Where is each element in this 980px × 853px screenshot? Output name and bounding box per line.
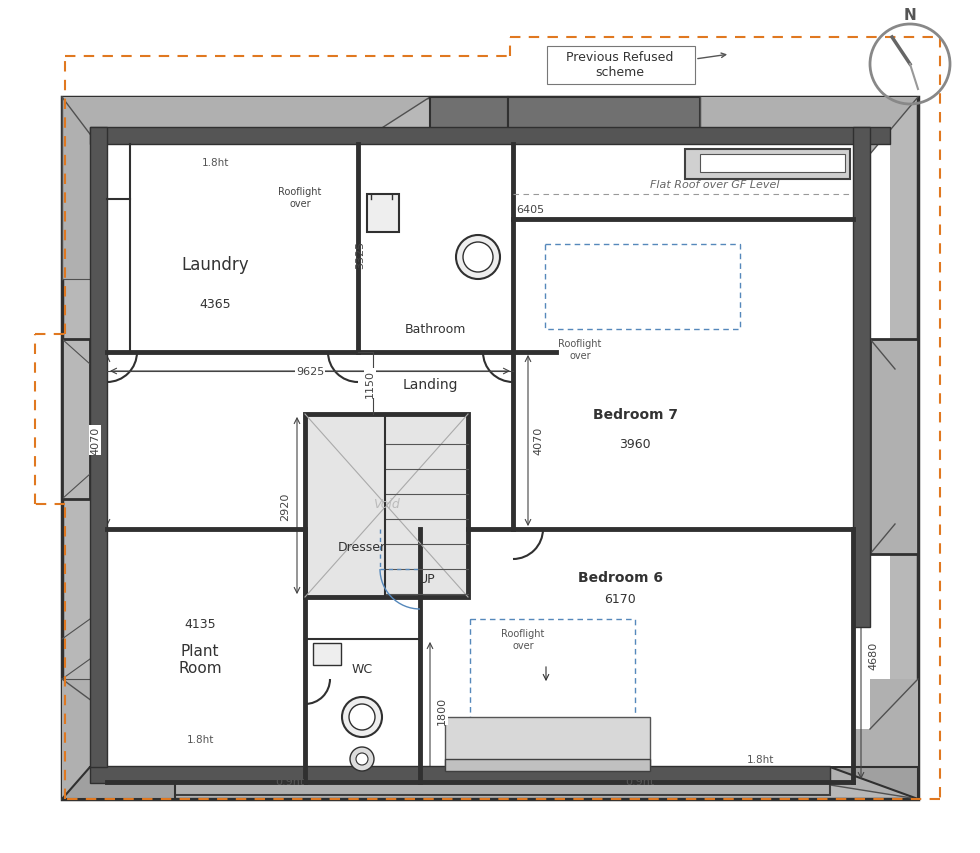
Bar: [367, 194, 399, 233]
Circle shape: [456, 235, 500, 280]
Text: WC: WC: [352, 663, 372, 676]
Bar: [90, 128, 890, 145]
Text: 1.8ht: 1.8ht: [201, 158, 228, 168]
Text: Plant
Room: Plant Room: [178, 643, 221, 676]
Text: Void: Void: [372, 498, 400, 511]
Polygon shape: [62, 98, 430, 280]
Bar: [445, 759, 650, 771]
Bar: [853, 128, 870, 627]
Text: 1.8ht: 1.8ht: [186, 734, 214, 744]
Polygon shape: [430, 98, 508, 185]
Polygon shape: [508, 98, 700, 154]
Text: Bedroom 6: Bedroom 6: [577, 571, 662, 584]
Text: Rooflight
over: Rooflight over: [502, 629, 545, 650]
Bar: [470, 619, 635, 729]
Bar: [700, 154, 845, 173]
Text: 4365: 4365: [199, 299, 231, 311]
Bar: [305, 415, 468, 597]
Text: 4135: 4135: [184, 618, 216, 630]
Circle shape: [349, 705, 375, 730]
Bar: [313, 643, 341, 665]
Text: Bathroom: Bathroom: [405, 323, 465, 336]
Bar: [90, 766, 830, 783]
Bar: [90, 128, 890, 769]
Text: 0.9ht: 0.9ht: [275, 776, 305, 786]
Polygon shape: [62, 339, 90, 499]
Bar: [685, 150, 850, 180]
Bar: [547, 47, 695, 85]
Bar: [90, 767, 830, 795]
Text: Previous Refused
scheme: Previous Refused scheme: [566, 51, 673, 79]
Text: UP: UP: [418, 573, 435, 586]
Text: 9625: 9625: [296, 367, 324, 376]
Text: 1.8ht: 1.8ht: [747, 754, 773, 764]
Polygon shape: [62, 98, 918, 799]
Text: 1800: 1800: [437, 696, 447, 724]
Text: 0.9ht: 0.9ht: [625, 776, 655, 786]
Circle shape: [350, 747, 374, 771]
Text: Rooflight
over: Rooflight over: [559, 339, 602, 360]
Circle shape: [463, 243, 493, 273]
Text: 3325: 3325: [355, 241, 365, 269]
Text: 4070: 4070: [533, 426, 543, 455]
Polygon shape: [62, 767, 175, 799]
Circle shape: [356, 753, 368, 765]
Text: 4680: 4680: [868, 641, 878, 670]
Polygon shape: [830, 767, 918, 799]
Polygon shape: [700, 98, 918, 154]
Polygon shape: [730, 679, 918, 799]
Text: Dresser: Dresser: [338, 541, 386, 554]
Text: 1150: 1150: [365, 369, 375, 397]
Text: Flat Roof over GF Level: Flat Roof over GF Level: [651, 180, 780, 189]
Text: 6405: 6405: [515, 205, 544, 215]
Bar: [107, 145, 853, 766]
Text: Bedroom 7: Bedroom 7: [593, 408, 677, 421]
Text: Rooflight
over: Rooflight over: [278, 187, 321, 208]
Bar: [870, 339, 918, 554]
Text: 6170: 6170: [604, 593, 636, 606]
Text: 3960: 3960: [619, 438, 651, 451]
Bar: [90, 128, 107, 767]
Polygon shape: [62, 679, 175, 799]
Bar: [545, 245, 740, 329]
Text: 4070: 4070: [90, 426, 100, 455]
Circle shape: [342, 697, 382, 737]
Text: Laundry: Laundry: [181, 256, 249, 274]
Text: N: N: [904, 8, 916, 22]
Text: 2920: 2920: [280, 491, 290, 520]
Bar: [445, 717, 650, 772]
Text: Landing: Landing: [402, 378, 458, 392]
